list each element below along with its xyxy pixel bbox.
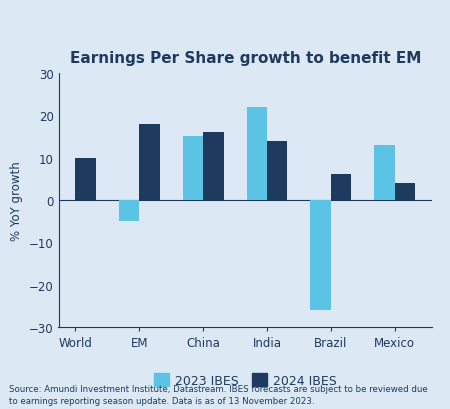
Legend: 2023 IBES, 2024 IBES: 2023 IBES, 2024 IBES bbox=[149, 369, 342, 392]
Y-axis label: % YoY growth: % YoY growth bbox=[10, 161, 23, 240]
Title: Earnings Per Share growth to benefit EM: Earnings Per Share growth to benefit EM bbox=[70, 51, 421, 65]
Bar bbox=[203, 133, 224, 200]
Bar bbox=[395, 184, 415, 200]
Bar bbox=[183, 137, 203, 200]
Bar bbox=[267, 141, 288, 200]
Bar bbox=[247, 108, 267, 200]
Bar bbox=[119, 200, 140, 222]
Bar bbox=[310, 200, 331, 310]
Bar bbox=[331, 175, 351, 200]
Bar bbox=[76, 158, 96, 200]
Bar bbox=[140, 124, 160, 200]
Bar bbox=[374, 146, 395, 200]
Text: Source: Amundi Investment Institute, Datastream. IBES forecasts are subject to b: Source: Amundi Investment Institute, Dat… bbox=[9, 384, 428, 405]
